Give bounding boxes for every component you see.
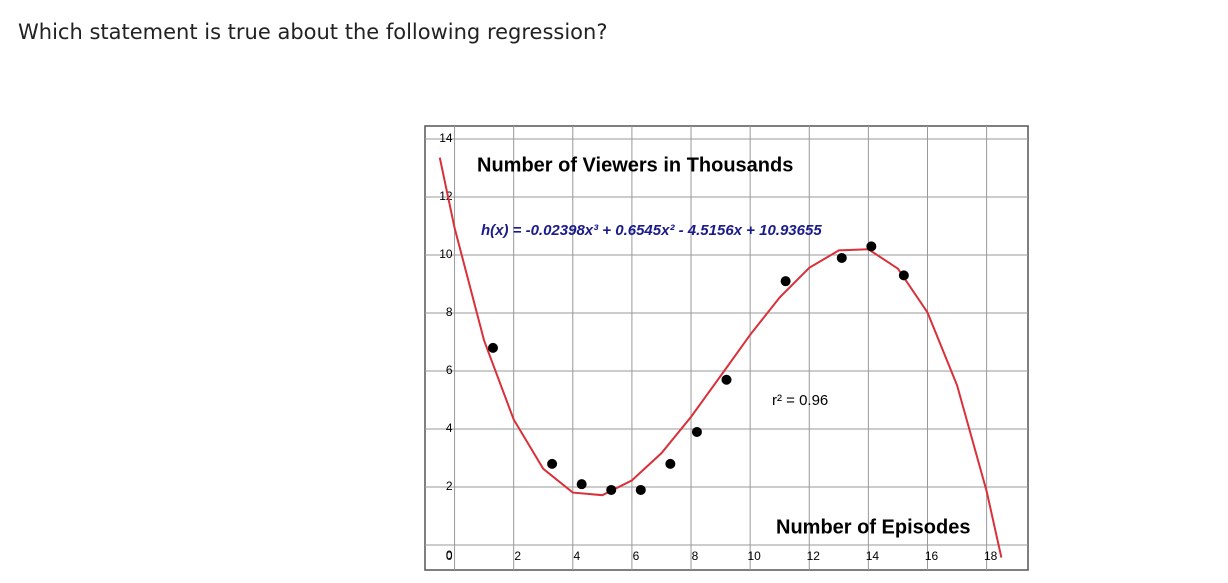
data-point [606,484,617,495]
x-tick-label: 18 [984,549,998,563]
x-tick-label: 2 [514,549,521,563]
x-tick-label: 6 [633,549,640,563]
data-point [898,270,909,281]
x-title: Number of Episodes [776,516,970,538]
fit-curve [438,157,1003,558]
data-point [780,276,791,287]
y-tick-label: 0 [446,548,453,562]
question: Which statement is true about the follow… [18,20,608,44]
y-tick-label: 8 [446,305,453,319]
y-tick-label: 10 [439,247,453,261]
data-point [576,479,587,490]
x-tick-label: 12 [807,549,821,563]
x-tick-label: 10 [747,549,761,563]
data-point [721,374,732,385]
x-tick-label: 8 [692,549,699,563]
data-point [691,426,702,437]
y-tick-label: 6 [446,363,453,377]
y-title: Number of Viewers in Thousands [477,154,793,176]
y-tick-label: 14 [439,131,453,145]
y-tick-label: 4 [446,421,453,435]
x-tick-label: 16 [925,549,939,563]
x-tick-label: 14 [866,549,880,563]
data-point [635,484,646,495]
x-tick-label: 4 [573,549,580,563]
x-tick-label: 0 [446,549,453,563]
data-point [836,252,847,263]
data-point [487,342,498,353]
data-point [547,458,558,469]
data-point [665,458,676,469]
equation: h(x) = -0.02398x³ + 0.6545x² - 4.5156x +… [481,222,822,239]
plot-frame [424,125,1029,571]
r-squared: r² = 0.96 [772,392,828,409]
data-point [866,241,877,252]
y-tick-label: 2 [446,479,453,493]
